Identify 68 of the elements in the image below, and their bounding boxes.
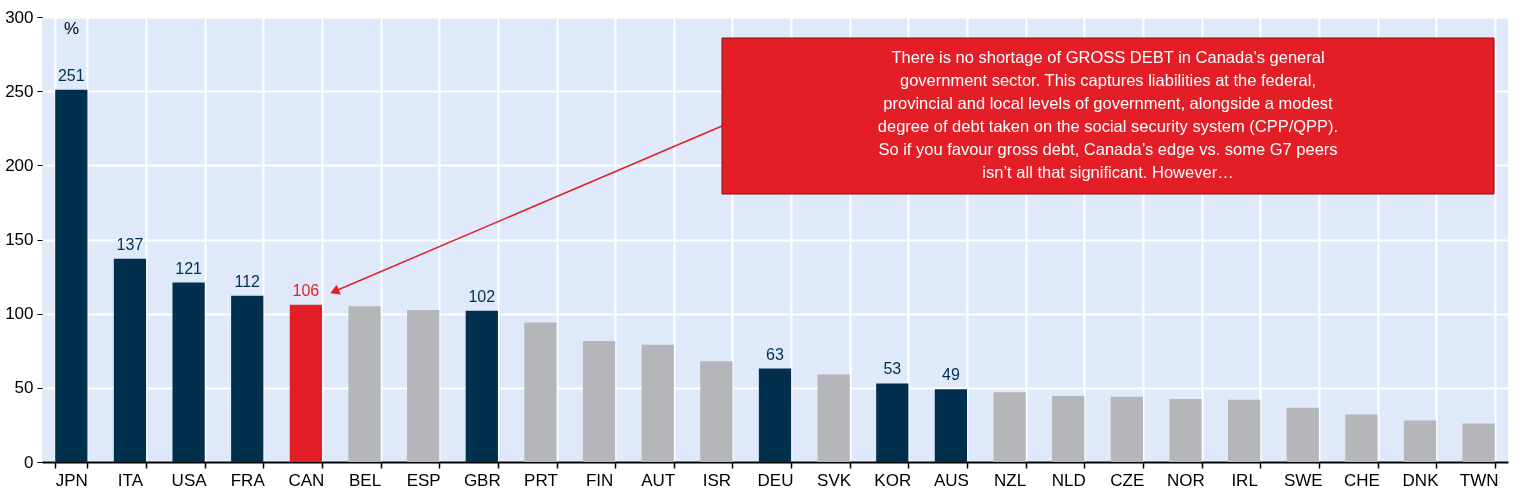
y-tick-label: 150 [5, 230, 34, 249]
data-label: 121 [175, 259, 203, 277]
data-label: 53 [883, 360, 902, 378]
x-tick-label: SVK [817, 470, 852, 490]
bar [289, 304, 323, 462]
y-tick-label: 300 [5, 7, 34, 27]
x-tick-label: ESP [406, 470, 441, 490]
bar [934, 389, 968, 462]
y-tick-label: 0 [24, 452, 34, 472]
data-label: 251 [57, 66, 85, 84]
data-label: 106 [292, 281, 320, 299]
bar [407, 309, 440, 462]
bar [1462, 423, 1495, 462]
annotation: There is no shortage of GROSS DEBT in Canada’s general government sector. This captures liabilities at the federal, provincial and local levels of government, alongside a modest degree of debt taken on the social security system (CPP/QPP). So if you favour gross debt, Canada’s edge vs. some G7 peers isn’t all that significant. However… [877, 48, 1339, 181]
bar [55, 89, 88, 462]
x-tick-label: DNK [1402, 470, 1440, 490]
bar [1403, 420, 1437, 462]
x-tick-label: TWN [1459, 470, 1499, 490]
bar [876, 383, 909, 462]
y-axis-title: % [64, 19, 80, 38]
bar [524, 322, 557, 462]
data-label: 102 [468, 287, 496, 305]
x-tick-label: ISR [702, 470, 732, 490]
x-tick-label: NZL [994, 470, 1027, 490]
x-tick-label: GBR [463, 470, 501, 490]
x-tick-label: BEL [348, 470, 382, 490]
bar [758, 368, 792, 462]
x-tick-label: USA [171, 470, 208, 490]
y-tick-label: 100 [5, 304, 34, 324]
bar [1052, 395, 1085, 462]
data-label: 137 [116, 235, 144, 253]
bar [1345, 414, 1378, 462]
x-tick-label: AUT [641, 470, 676, 490]
bar [231, 295, 264, 462]
x-tick-label: CZE [1110, 470, 1145, 490]
data-label: 112 [234, 272, 261, 290]
bar [1169, 398, 1202, 462]
x-tick-label: JPN [55, 470, 88, 490]
bar [817, 374, 850, 462]
bar [993, 392, 1026, 462]
bar [465, 310, 498, 462]
data-label: 63 [766, 345, 784, 363]
bar [582, 341, 616, 462]
x-tick-label: NLD [1051, 470, 1086, 490]
x-tick-label: DEU [757, 470, 794, 490]
bar [1286, 407, 1319, 462]
bar [1110, 396, 1143, 462]
bar [348, 306, 381, 462]
x-tick-label: IRL [1231, 470, 1258, 490]
x-tick-label: KOR [874, 470, 912, 490]
bar [113, 258, 147, 462]
x-tick-label: FIN [585, 470, 614, 490]
bar [172, 282, 205, 462]
y-tick-label: 200 [5, 155, 34, 175]
bar [700, 361, 733, 462]
x-tick-label: ITA [117, 470, 144, 490]
x-tick-label: CAN [288, 470, 325, 490]
y-tick-label: 50 [14, 378, 34, 398]
bar [641, 344, 674, 462]
bar [1227, 399, 1261, 462]
x-tick-label: AUS [933, 470, 969, 490]
x-tick-label: PRT [524, 470, 558, 490]
y-tick-label: 250 [5, 81, 34, 101]
x-tick-label: CHE [1343, 470, 1380, 490]
x-tick-label: NOR [1167, 470, 1205, 490]
x-tick-label: SWE [1283, 470, 1323, 490]
x-tick-label: FRA [230, 470, 266, 490]
data-label: 49 [942, 366, 960, 384]
